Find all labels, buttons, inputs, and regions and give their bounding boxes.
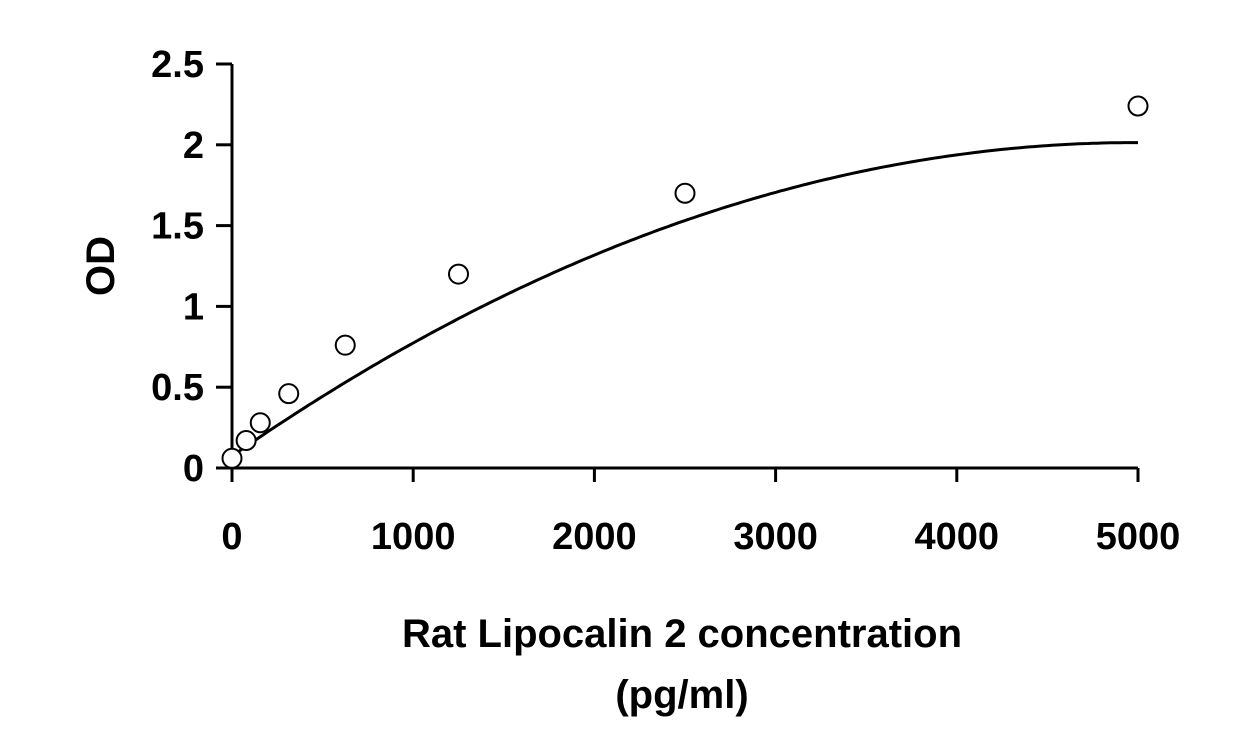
ticks xyxy=(216,62,1140,482)
fit-curve xyxy=(231,141,1138,458)
axes xyxy=(230,64,1138,470)
y-tick-label: 2.5 xyxy=(151,44,204,86)
data-point xyxy=(1127,95,1149,117)
data-point xyxy=(278,383,300,405)
x-axis-title-units: (pg/ml) xyxy=(615,673,748,717)
x-tick-label: 1000 xyxy=(371,516,456,558)
data-point xyxy=(235,430,257,452)
x-tick-label: 5000 xyxy=(1096,516,1181,558)
data-point xyxy=(674,182,696,204)
x-tick-label: 0 xyxy=(221,516,242,558)
data-point xyxy=(334,334,356,356)
y-tick-label: 0.5 xyxy=(151,367,204,409)
y-tick-label: 0 xyxy=(183,448,204,490)
x-axis-title: Rat Lipocalin 2 concentration xyxy=(402,612,962,656)
x-tick-label: 3000 xyxy=(733,516,818,558)
x-tick-label: 2000 xyxy=(552,516,637,558)
tick-labels: 0 0.5 1 1.5 2 2.5 0 1000 2000 3000 4000 5000 xyxy=(151,44,1180,558)
y-tick-label: 1 xyxy=(183,286,204,328)
data-point xyxy=(249,412,271,434)
data-point xyxy=(448,263,469,285)
y-tick-label: 2 xyxy=(183,125,204,167)
data-point xyxy=(221,447,243,469)
y-tick-label: 1.5 xyxy=(151,206,204,248)
data-points xyxy=(221,95,1149,469)
y-axis-title: OD xyxy=(79,236,123,296)
x-tick-label: 4000 xyxy=(915,516,1000,558)
